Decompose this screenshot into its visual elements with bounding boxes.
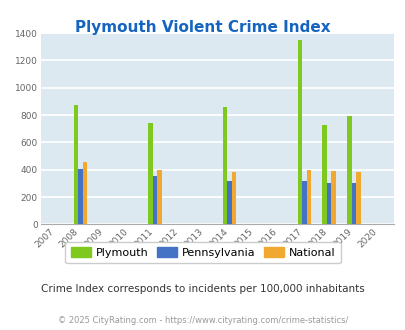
Bar	[152, 176, 157, 224]
Bar	[355, 172, 360, 224]
Text: © 2025 CityRating.com - https://www.cityrating.com/crime-statistics/: © 2025 CityRating.com - https://www.city…	[58, 316, 347, 325]
Text: Plymouth Violent Crime Index: Plymouth Violent Crime Index	[75, 20, 330, 35]
Bar	[222, 107, 227, 224]
Bar	[73, 106, 78, 224]
Bar	[306, 170, 310, 224]
Bar	[231, 172, 236, 224]
Bar	[351, 183, 355, 224]
Bar	[148, 123, 152, 224]
Bar	[330, 171, 335, 224]
Bar	[227, 182, 231, 224]
Text: Crime Index corresponds to incidents per 100,000 inhabitants: Crime Index corresponds to incidents per…	[41, 284, 364, 294]
Bar	[78, 169, 83, 224]
Bar	[297, 40, 301, 224]
Bar	[301, 182, 306, 224]
Bar	[83, 162, 87, 224]
Legend: Plymouth, Pennsylvania, National: Plymouth, Pennsylvania, National	[65, 242, 340, 263]
Bar	[346, 116, 351, 224]
Bar	[326, 183, 330, 224]
Bar	[322, 125, 326, 224]
Bar	[157, 170, 161, 224]
